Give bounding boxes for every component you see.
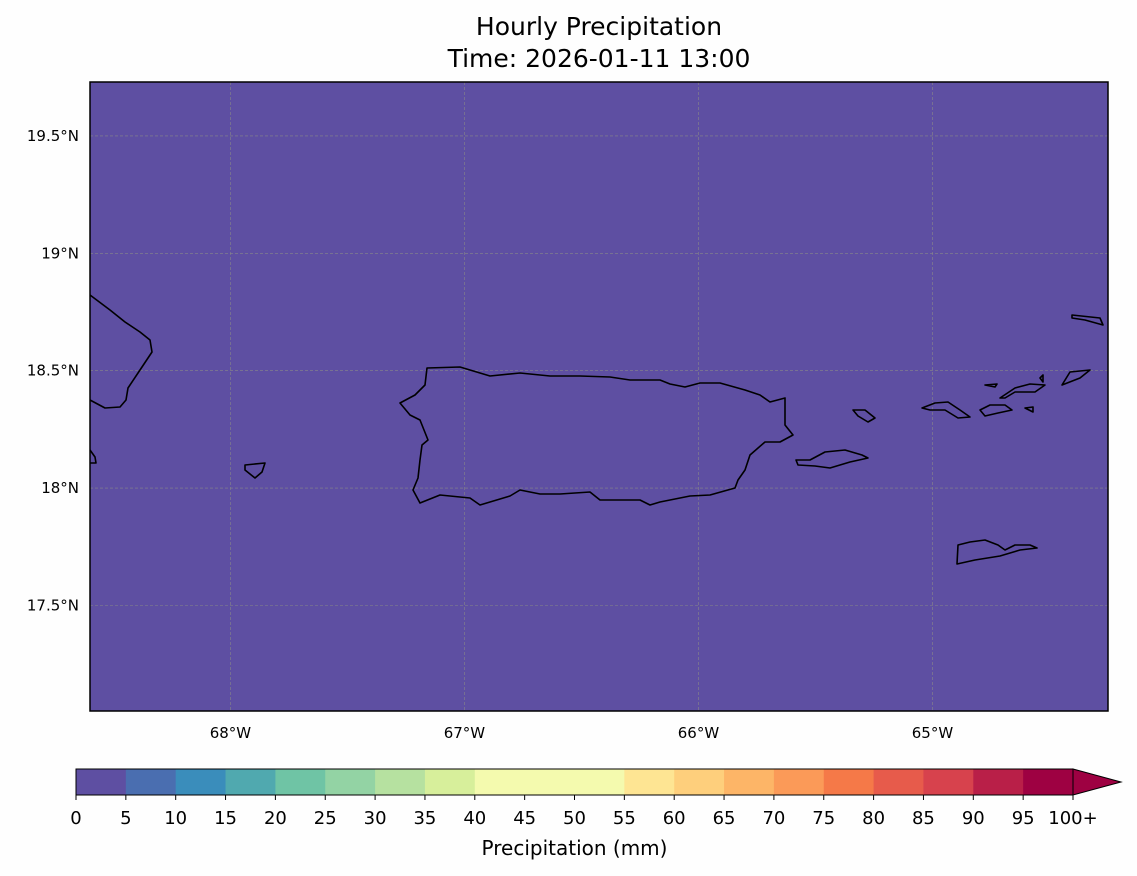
colorbar-bin: [923, 769, 974, 795]
x-tick-label: 66°W: [678, 724, 720, 742]
colorbar-tick-label: 25: [314, 808, 337, 829]
colorbar-tick-label: 45: [513, 808, 536, 829]
coastlines: [89, 294, 1104, 565]
x-tick-label: 65°W: [912, 724, 954, 742]
colorbar-bin: [873, 769, 924, 795]
colorbar-bin: [724, 769, 775, 795]
y-tick-label: 19.5°N: [27, 127, 79, 145]
colorbar-tick-label: 30: [364, 808, 387, 829]
y-tick-label: 18.5°N: [27, 362, 79, 380]
coastline-st-thomas: [921, 401, 971, 419]
colorbar-bin: [225, 769, 276, 795]
colorbar-tick-label: 65: [713, 808, 736, 829]
colorbar-bin: [76, 769, 127, 795]
colorbar-tick-label: 35: [413, 808, 436, 829]
colorbar-bin: [524, 769, 575, 795]
coastline-culebra: [852, 409, 876, 423]
map-frame: [89, 81, 1109, 712]
colorbar-extend-arrow: [1072, 768, 1123, 796]
colorbar-bin: [125, 769, 177, 795]
colorbar-bin: [624, 769, 675, 795]
colorbar: 0 5 10 15 20 25 30 35 40 45 50 55 60 65 70 75 80 85 90 95 10…: [70, 768, 1123, 829]
colorbar-tick-label: 60: [663, 808, 686, 829]
colorbar-tick-label: 75: [812, 808, 835, 829]
precipitation-field: [90, 82, 1108, 711]
coastline-hispaniola-south: [89, 449, 97, 464]
y-tick-label: 17.5°N: [27, 596, 79, 614]
colorbar-tick-label: 10: [164, 808, 187, 829]
coastline-puerto-rico: [399, 366, 794, 506]
colorbar-tick-label: 90: [962, 808, 985, 829]
colorbar-bin: [674, 769, 725, 795]
coastline-small-island: [1024, 406, 1034, 413]
colorbar-bin: [574, 769, 625, 795]
coastline-small-island: [1039, 374, 1044, 383]
colorbar-bin: [424, 769, 476, 795]
x-tick-label: 68°W: [210, 724, 252, 742]
y-axis-ticks: 17.5°N 18°N 18.5°N 19°N 19.5°N: [27, 127, 79, 614]
colorbar-tick-label: 40: [463, 808, 486, 829]
colorbar-bin: [375, 769, 426, 795]
colorbar-tick-label: 0: [70, 808, 81, 829]
colorbar-bin: [325, 769, 376, 795]
colorbar-tick-label: 85: [912, 808, 935, 829]
colorbar-tick-label: 70: [762, 808, 785, 829]
x-tick-label: 67°W: [444, 724, 486, 742]
colorbar-tick-label: 5: [120, 808, 131, 829]
x-axis-ticks: 68°W 67°W 66°W 65°W: [210, 724, 954, 742]
coastline-virgin-gorda: [1061, 369, 1091, 386]
coastline-anegada: [1071, 314, 1104, 326]
coastline-st-croix: [956, 539, 1038, 565]
colorbar-tick-label: 20: [264, 808, 287, 829]
y-tick-label: 18°N: [41, 479, 79, 497]
coastline-hispaniola: [89, 294, 153, 409]
colorbar-bin: [175, 769, 227, 795]
coastline-vieques: [795, 449, 869, 469]
coastline-jost-van-dyke: [984, 383, 998, 388]
colorbar-bin: [773, 769, 825, 795]
colorbar-bin: [474, 769, 526, 795]
colorbar-tick-label: 80: [862, 808, 885, 829]
colorbar-bin: [973, 769, 1024, 795]
chart-title: Hourly Precipitation: [475, 12, 723, 41]
y-tick-label: 19°N: [41, 244, 79, 262]
coastline-mona: [244, 462, 266, 479]
colorbar-bin: [823, 769, 875, 795]
colorbar-tick-label: 15: [214, 808, 237, 829]
colorbar-label: Precipitation (mm): [481, 836, 668, 860]
colorbar-tick-label: 100+: [1048, 808, 1097, 829]
colorbar-tick-label: 95: [1012, 808, 1035, 829]
colorbar-bin: [275, 769, 326, 795]
colorbar-tick-label: 55: [613, 808, 636, 829]
coastline-st-john: [979, 404, 1013, 417]
chart-subtitle: Time: 2026-01-11 13:00: [447, 44, 751, 73]
colorbar-bin: [1023, 769, 1074, 795]
colorbar-tick-label: 50: [563, 808, 586, 829]
coastline-tortola: [999, 383, 1046, 399]
